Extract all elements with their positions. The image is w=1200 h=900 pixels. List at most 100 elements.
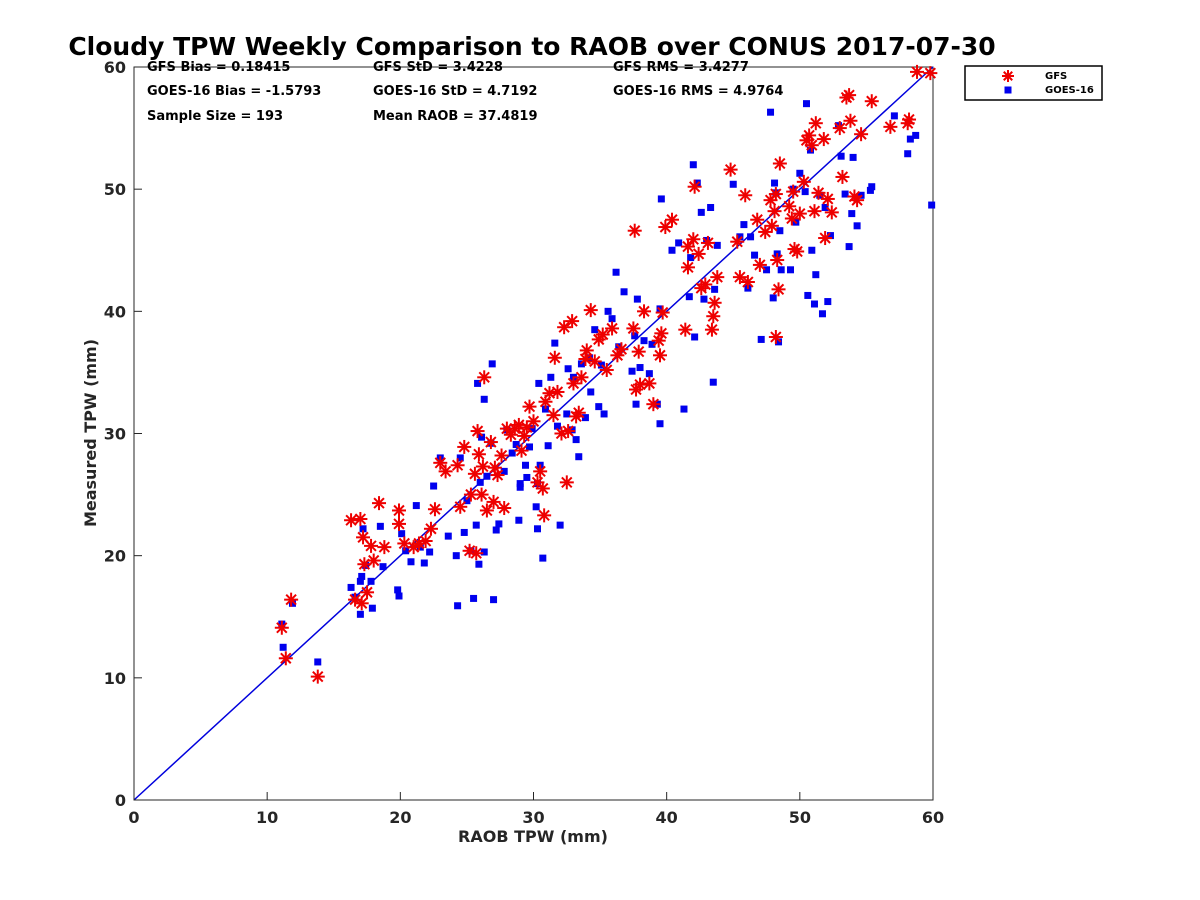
goes-16-point [689, 161, 697, 169]
goes-16-point [535, 379, 543, 387]
gfs-point [574, 370, 589, 385]
gfs-point [764, 218, 779, 233]
gfs-point [642, 376, 657, 391]
goes-16-point [398, 530, 406, 538]
gfs-rms-text: GFS RMS = 3.4277 [613, 60, 749, 75]
goes-16-point [490, 596, 498, 604]
goes-16-point [452, 552, 460, 560]
goes-16-point [564, 365, 572, 373]
gfs-point [784, 211, 799, 226]
legend-box [964, 65, 1103, 101]
gfs-point [372, 496, 387, 511]
goes-16-point [675, 239, 683, 247]
goes-16-point [483, 472, 491, 480]
goes-16-point [912, 131, 920, 139]
goes-rms-text: GOES-16 RMS = 4.9764 [613, 84, 783, 99]
gfs-point [740, 275, 755, 290]
gfs-point [730, 234, 745, 249]
gfs-point [854, 127, 869, 142]
goes-16-point [512, 440, 520, 448]
goes-16-point [796, 169, 804, 177]
gfs-std-text: GFS StD = 3.4228 [373, 60, 503, 75]
gfs-point [811, 185, 826, 200]
legend-goes-label: GOES-16 [1045, 85, 1094, 96]
goes-16-point [804, 291, 812, 299]
goes-16-point [430, 482, 438, 490]
goes-16-point [640, 337, 648, 345]
gfs-point [707, 295, 722, 310]
goes-16-point [522, 461, 530, 469]
legend-goes-square [1004, 86, 1012, 94]
goes-16-point [575, 453, 583, 461]
gfs-point [680, 239, 695, 254]
goes-16-point [740, 221, 748, 229]
gfs-point [427, 502, 442, 517]
gfs-point [631, 344, 646, 359]
gfs-point [535, 481, 550, 496]
gfs-point [356, 530, 371, 545]
one-to-one-line [133, 66, 934, 801]
goes-16-point [456, 454, 464, 462]
chart-title: Cloudy TPW Weekly Comparison to RAOB ove… [68, 32, 995, 61]
goes-16-point [645, 370, 653, 378]
gfs-point [807, 204, 822, 219]
goes-16-point [581, 414, 589, 422]
gfs-point [583, 303, 598, 318]
goes-16-point [475, 560, 483, 568]
gfs-point [497, 501, 512, 516]
gfs-bias-text: GFS Bias = 0.18415 [147, 60, 290, 75]
gfs-point [579, 343, 594, 358]
goes-16-point [358, 572, 366, 580]
goes-16-point [474, 379, 482, 387]
gfs-point [353, 512, 368, 527]
goes-16-point [597, 361, 605, 369]
gfs-point [835, 169, 850, 184]
goes-16-point [539, 554, 547, 562]
goes-16-point [808, 246, 816, 254]
gfs-point [664, 212, 679, 227]
x-tick-label: 40 [656, 808, 678, 827]
gfs-point [768, 187, 783, 202]
gfs-point [433, 455, 448, 470]
legend-gfs-label: GFS [1045, 71, 1067, 82]
gfs-point [514, 443, 529, 458]
legend-goes-marker [1004, 86, 1012, 94]
gfs-point [284, 592, 299, 607]
goes-16-point [709, 378, 717, 386]
gfs-point [653, 348, 668, 363]
goes-16-point [812, 271, 820, 279]
goes-16-point [516, 483, 524, 491]
y-axis-label: Measured TPW (mm) [81, 339, 100, 527]
gfs-point [782, 199, 797, 214]
goes-16-point [776, 227, 784, 235]
reference-line-group [133, 66, 934, 801]
gfs-point [483, 435, 498, 450]
goes-16-point [516, 480, 524, 488]
goes-16-point [763, 266, 771, 274]
goes-16-point [551, 339, 559, 347]
goes-16-point [463, 497, 471, 505]
goes-16-point [631, 332, 639, 340]
gfs-point [599, 362, 614, 377]
gfs-point [348, 592, 363, 607]
stats-annotations: GFS Bias = 0.18415 GOES-16 Bias = -1.579… [147, 60, 783, 124]
goes-16-point [837, 152, 845, 160]
goes-16-point [394, 586, 402, 594]
gfs-point [771, 282, 786, 297]
y-tick-label: 60 [104, 58, 126, 77]
goes-16-point [904, 150, 912, 158]
gfs-point [522, 399, 537, 414]
goes-16-point [556, 521, 564, 529]
gfs-point [910, 64, 925, 79]
gfs-point [796, 174, 811, 189]
goes-16-point [711, 285, 719, 293]
goes-16-point [685, 293, 693, 301]
goes-16-point [492, 526, 500, 534]
gfs-point [377, 540, 392, 555]
gfs-point [477, 370, 492, 385]
gfs-point [864, 94, 879, 109]
x-tick-label: 10 [256, 808, 278, 827]
goes-16-point [376, 522, 384, 530]
gfs-point [587, 354, 602, 369]
